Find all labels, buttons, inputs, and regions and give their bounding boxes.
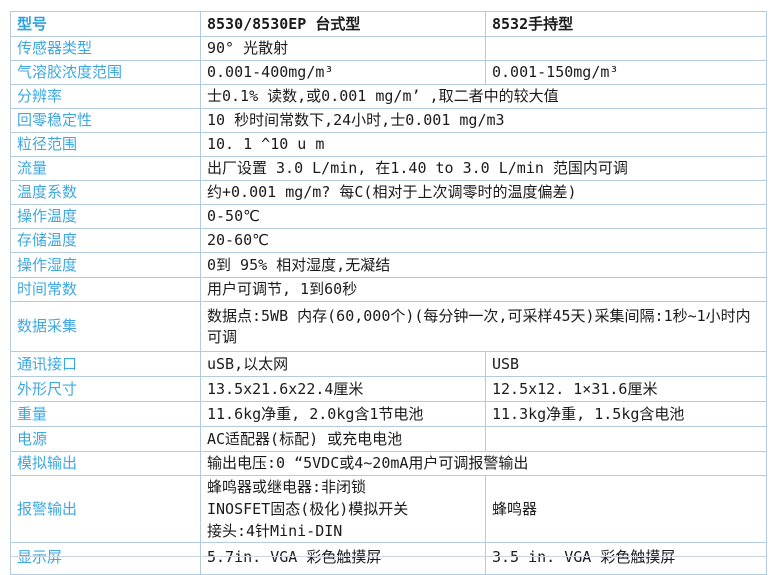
spec-table: 型号 8530/8530EP 台式型 8532手持型 传感器类型 90° 光散射… [10,11,767,575]
spec-value-desktop: 8530/8530EP 台式型 [200,11,486,37]
table-row-alarm-output: 报警输出 蜂鸣器或继电器:非闭锁 INOSFET固态(极化)模拟开关 接头:4针… [10,475,767,543]
spec-label: 分辨率 [10,84,201,109]
spec-label: 回零稳定性 [10,108,201,133]
spec-value-desktop: AC适配器(标配) 或充电电池 [200,426,486,452]
spec-label: 型号 [10,11,201,37]
spec-value-shared: 用户可调节, 1到60秒 [200,277,767,302]
spec-label: 模拟输出 [10,451,201,476]
spec-value-handheld [485,36,767,61]
table-row-aerosol-range: 气溶胶浓度范围 0.001-400mg/m³ 0.001-150mg/m³ [10,60,767,85]
table-row-sensor-type: 传感器类型 90° 光散射 [10,36,767,61]
spec-value-handheld: 蜂鸣器 [485,475,767,543]
spec-label: 时间常数 [10,277,201,302]
table-row-model: 型号 8530/8530EP 台式型 8532手持型 [10,11,767,37]
spec-value-shared: 输出电压:0 “5VDC或4~20mA用户可调报警输出 [200,451,767,476]
spec-label: 数据采集 [10,301,201,352]
spec-value-line: 蜂鸣器或继电器:非闭锁 [207,478,367,496]
spec-label: 流量 [10,156,201,181]
spec-label: 重量 [10,401,201,427]
spec-label: 通讯接口 [10,351,201,377]
table-row-power: 电源 AC适配器(标配) 或充电电池 [10,426,767,452]
spec-value-desktop: 90° 光散射 [200,36,486,61]
table-row-time-constant: 时间常数 用户可调节, 1到60秒 [10,277,767,302]
spec-value-shared: 0到 95% 相对湿度,无凝结 [200,252,767,278]
spec-label: 操作湿度 [10,252,201,278]
spec-label: 电源 [10,426,201,452]
spec-value-desktop: 11.6kg净重, 2.0kg含1节电池 [200,401,486,427]
spec-value-handheld: 3.5 in. VGA 彩色触摸屏 [485,542,767,575]
spec-label: 报警输出 [10,475,201,543]
table-row-particle-size: 粒径范围 10. 1 ^10 u m [10,132,767,157]
spec-label: 外形尺寸 [10,376,201,402]
spec-value-shared: 数据点:5WB 内存(60,000个)(每分钟一次,可采样45天)采集间隔:1秒… [200,301,767,352]
table-row-analog-output: 模拟输出 输出电压:0 “5VDC或4~20mA用户可调报警输出 [10,451,767,476]
table-row-flow-rate: 流量 出厂设置 3.0 L/min, 在1.40 to 3.0 L/min 范国… [10,156,767,181]
spec-label: 气溶胶浓度范围 [10,60,201,85]
spec-value-handheld: 12.5x12. 1×31.6厘米 [485,376,767,402]
spec-value-handheld: USB [485,351,767,377]
spec-label: 粒径范围 [10,132,201,157]
table-row-comm-interface: 通讯接口 uSB,以太网 USB [10,351,767,377]
spec-label: 传感器类型 [10,36,201,61]
spec-value-handheld: 11.3kg净重, 1.5kg含电池 [485,401,767,427]
spec-label: 操作温度 [10,204,201,229]
table-row-dimensions: 外形尺寸 13.5x21.6x22.4厘米 12.5x12. 1×31.6厘米 [10,376,767,402]
spec-value-handheld: 8532手持型 [485,11,767,37]
spec-label: 温度系数 [10,180,201,205]
table-row-operating-humidity: 操作湿度 0到 95% 相对湿度,无凝结 [10,252,767,278]
table-row-storage-temp: 存储温度 20-60℃ [10,228,767,253]
clipped-gridline [10,556,766,557]
spec-value-handheld: 0.001-150mg/m³ [485,60,767,85]
table-row-resolution: 分辨率 士0.1% 读数,或0.001 mg/m’ ,取二者中的较大值 [10,84,767,109]
spec-value-shared: 约+0.001 mg/m? 每C(相对于上次调零时的温度偏差) [200,180,767,205]
spec-value-shared: 士0.1% 读数,或0.001 mg/m’ ,取二者中的较大值 [200,84,767,109]
spec-value-line: INOSFET固态(极化)模拟开关 [207,500,409,518]
spec-value-desktop: uSB,以太网 [200,351,486,377]
table-row-weight: 重量 11.6kg净重, 2.0kg含1节电池 11.3kg净重, 1.5kg含… [10,401,767,427]
table-row-operating-temp: 操作温度 0-50℃ [10,204,767,229]
spec-value-shared: 10. 1 ^10 u m [200,132,767,157]
spec-value-shared: 出厂设置 3.0 L/min, 在1.40 to 3.0 L/min 范国内可调 [200,156,767,181]
spec-value-desktop: 0.001-400mg/m³ [200,60,486,85]
spec-value-shared: 10 秒时间常数下,24小时,士0.001 mg/m3 [200,108,767,133]
table-row-zero-stability: 回零稳定性 10 秒时间常数下,24小时,士0.001 mg/m3 [10,108,767,133]
spec-value-shared: 20-60℃ [200,228,767,253]
spec-label: 显示屏 [10,542,201,575]
spec-value-desktop: 5.7in. VGA 彩色触摸屏 [200,542,486,575]
spec-value-handheld [485,426,767,452]
table-row-data-logging: 数据采集 数据点:5WB 内存(60,000个)(每分钟一次,可采样45天)采集… [10,301,767,352]
spec-value-desktop: 13.5x21.6x22.4厘米 [200,376,486,402]
spec-value-shared: 0-50℃ [200,204,767,229]
table-row-display: 显示屏 5.7in. VGA 彩色触摸屏 3.5 in. VGA 彩色触摸屏 [10,542,767,575]
spec-value-desktop: 蜂鸣器或继电器:非闭锁 INOSFET固态(极化)模拟开关 接头:4针Mini-… [200,475,486,543]
spec-label: 存储温度 [10,228,201,253]
spec-value-line: 接头:4针Mini-DIN [207,522,343,540]
table-row-temp-coefficient: 温度系数 约+0.001 mg/m? 每C(相对于上次调零时的温度偏差) [10,180,767,205]
